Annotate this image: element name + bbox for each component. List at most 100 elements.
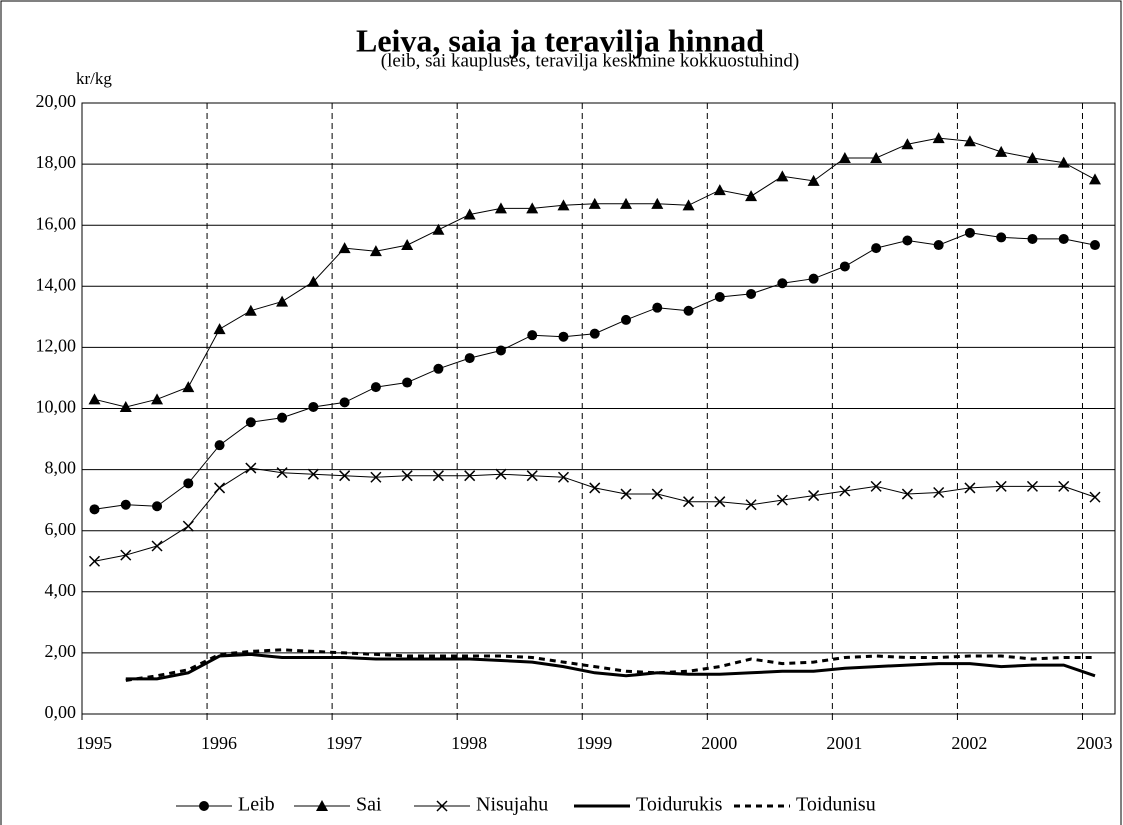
series-line: [125, 652, 1096, 681]
marker: [464, 353, 475, 364]
marker: [839, 485, 851, 497]
marker: [808, 490, 820, 502]
marker: [214, 440, 225, 451]
marker: [964, 227, 975, 238]
marker: [432, 470, 444, 482]
y-tick-label: 8,00: [45, 458, 77, 478]
x-tick-label: 1999: [576, 733, 612, 753]
marker: [995, 480, 1007, 492]
y-tick-label: 0,00: [45, 702, 77, 722]
chart-subtitle: (leib, sai kaupluses, teravilja keskmine…: [381, 50, 799, 71]
marker: [901, 138, 914, 150]
marker: [713, 184, 726, 196]
x-tick-label: 1995: [76, 733, 112, 753]
marker: [199, 801, 209, 811]
marker: [307, 468, 319, 480]
marker: [401, 470, 413, 482]
y-tick-label: 18,00: [36, 152, 77, 172]
marker: [620, 488, 632, 500]
marker: [402, 377, 413, 388]
marker: [933, 486, 945, 499]
marker: [902, 235, 913, 246]
marker: [1026, 480, 1038, 492]
marker: [245, 462, 257, 474]
marker: [369, 245, 382, 257]
marker: [901, 488, 913, 500]
marker: [620, 197, 633, 209]
series-line: [94, 137, 1096, 408]
marker: [714, 496, 726, 508]
x-tick-label: 2001: [826, 733, 862, 753]
marker: [807, 174, 820, 186]
marker: [308, 401, 319, 412]
marker: [588, 197, 601, 209]
marker: [870, 480, 882, 492]
marker: [495, 345, 506, 356]
marker: [119, 400, 132, 412]
marker: [776, 494, 788, 506]
marker: [996, 232, 1007, 243]
marker: [1089, 491, 1101, 503]
legend-label: Leib: [238, 794, 275, 816]
series-line: [94, 232, 1096, 510]
y-tick-label: 20,00: [36, 91, 77, 111]
marker: [1027, 233, 1038, 244]
marker: [339, 397, 350, 408]
marker: [683, 305, 694, 316]
series-line: [94, 467, 1096, 562]
marker: [526, 470, 538, 482]
marker: [495, 468, 507, 480]
marker: [370, 382, 381, 393]
marker: [1088, 173, 1101, 185]
marker: [1026, 151, 1039, 163]
marker: [746, 288, 757, 299]
x-tick-label: 1996: [201, 733, 237, 753]
marker: [120, 549, 132, 561]
marker: [870, 151, 883, 163]
marker: [182, 520, 194, 532]
plot-area: [81, 102, 1116, 715]
legend-label: Toidunisu: [796, 794, 876, 816]
y-axis-label: kr/kg: [76, 69, 112, 88]
marker: [151, 393, 164, 405]
x-tick-label: 1998: [451, 733, 487, 753]
legend-label: Sai: [356, 794, 382, 816]
marker: [745, 190, 758, 202]
marker: [436, 800, 448, 812]
marker: [120, 499, 131, 510]
marker: [316, 800, 328, 811]
marker: [526, 202, 539, 214]
marker: [244, 304, 257, 316]
marker: [276, 295, 289, 307]
chart-title: Leiva, saia ja teravilja hinnad: [356, 22, 764, 58]
marker: [433, 363, 444, 374]
marker: [963, 135, 976, 147]
marker: [652, 302, 663, 313]
y-tick-label: 2,00: [45, 641, 77, 661]
marker: [871, 243, 882, 254]
marker: [464, 470, 476, 482]
marker: [276, 467, 288, 479]
y-tick-label: 14,00: [36, 274, 77, 294]
marker: [808, 273, 819, 284]
marker: [463, 208, 476, 220]
marker: [683, 496, 695, 508]
legend-label: Toidurukis: [636, 794, 723, 816]
marker: [589, 482, 601, 494]
marker: [933, 240, 944, 251]
marker: [557, 199, 570, 211]
x-tick-label: 2003: [1076, 733, 1112, 753]
marker: [651, 488, 663, 500]
marker: [370, 471, 382, 483]
marker: [776, 170, 789, 182]
marker: [152, 501, 163, 512]
y-tick-label: 4,00: [45, 580, 77, 600]
marker: [401, 239, 414, 251]
marker: [558, 331, 569, 342]
marker: [1089, 240, 1100, 251]
marker: [682, 199, 695, 211]
legend-label: Nisujahu: [476, 794, 548, 816]
marker: [183, 478, 194, 489]
marker: [213, 323, 226, 335]
marker: [88, 555, 101, 567]
